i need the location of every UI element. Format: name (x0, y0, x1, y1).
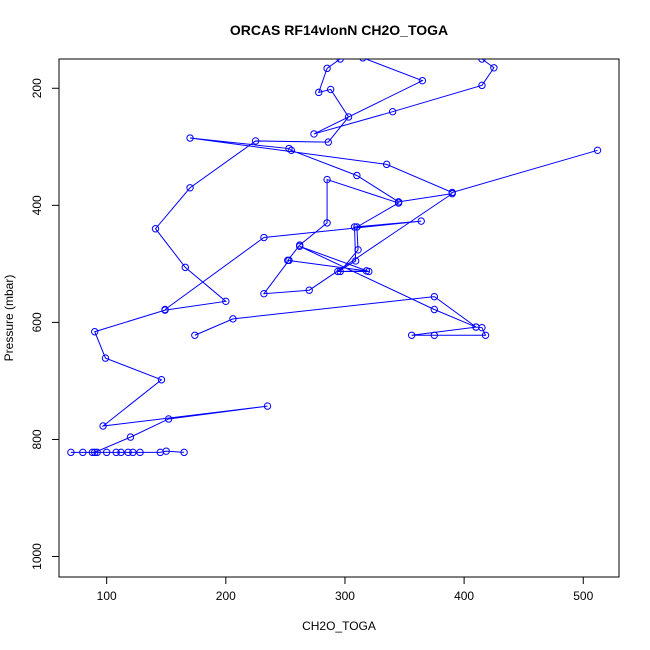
x-tick-label: 300 (335, 589, 355, 603)
data-point (129, 448, 137, 457)
data-point (91, 328, 99, 336)
data-point (295, 241, 304, 249)
data-point (285, 256, 293, 265)
data-point (180, 448, 188, 457)
y-axis-label: Pressure (mbar) (2, 275, 16, 362)
series-1 (67, 59, 498, 457)
x-tick-label: 500 (573, 589, 593, 603)
data-point (430, 331, 439, 339)
data-point (336, 59, 344, 63)
data-point (164, 415, 173, 423)
y-tick-label: 1000 (30, 543, 44, 570)
data-point (478, 81, 486, 90)
data-point (260, 290, 268, 298)
y-tick-label: 600 (30, 312, 44, 332)
data-point (99, 422, 107, 430)
data-point (326, 85, 335, 94)
data-point (156, 448, 164, 457)
series-line (189, 137, 598, 295)
data-point (157, 376, 166, 384)
series-layer (67, 59, 602, 457)
y-tick-label: 800 (30, 429, 44, 449)
data-point (251, 137, 260, 145)
data-point (388, 107, 397, 116)
data-point (593, 146, 602, 155)
data-point (136, 448, 144, 457)
data-point (285, 144, 293, 153)
x-axis: 100 200 300 400 500 (97, 577, 594, 603)
data-point (222, 297, 230, 306)
data-point (79, 448, 87, 457)
data-point (353, 223, 361, 231)
data-point (191, 331, 199, 339)
data-point (310, 130, 318, 138)
data-point (472, 323, 480, 331)
y-tick-label: 400 (30, 195, 44, 215)
data-point (126, 433, 135, 441)
data-point (362, 267, 371, 275)
data-point (305, 286, 313, 294)
data-point (430, 305, 439, 314)
data-point (344, 113, 353, 121)
data-point (323, 64, 331, 73)
data-point (430, 292, 439, 301)
y-axis: 200 400 600 800 1000 (30, 78, 59, 570)
data-point (418, 76, 427, 85)
x-axis-label: CH2O_TOGA (302, 619, 376, 633)
data-point (359, 59, 367, 62)
data-point (324, 138, 332, 146)
data-point (91, 448, 99, 457)
data-point (490, 64, 498, 72)
data-point (323, 175, 331, 184)
data-point (186, 134, 194, 142)
data-point (394, 198, 403, 206)
data-point (323, 219, 331, 227)
data-point (478, 59, 486, 63)
series-3 (186, 134, 602, 298)
data-point (112, 448, 120, 457)
x-tick-label: 400 (454, 589, 474, 603)
data-point (102, 448, 111, 457)
data-point (186, 184, 194, 192)
chart-title: ORCAS RF14vlonN CH2O_TOGA (230, 22, 448, 38)
data-point (93, 448, 101, 457)
data-point (382, 160, 391, 169)
data-point (101, 354, 110, 362)
data-point (287, 146, 296, 155)
data-point (124, 448, 132, 457)
data-point (117, 448, 125, 457)
data-point (417, 217, 425, 225)
data-point (334, 267, 342, 276)
series-line (70, 59, 495, 453)
x-tick-label: 200 (216, 589, 236, 603)
data-point (67, 448, 75, 457)
data-point (407, 331, 416, 339)
y-tick-label: 200 (30, 78, 44, 98)
x-tick-label: 100 (97, 589, 117, 603)
data-point (229, 315, 237, 323)
data-point (353, 171, 361, 180)
data-point (88, 448, 97, 457)
data-point (161, 305, 169, 314)
data-point (181, 263, 190, 272)
data-point (481, 331, 490, 339)
data-point (354, 246, 362, 254)
data-point (350, 223, 359, 231)
data-point (315, 88, 323, 97)
plot-frame (58, 58, 620, 578)
data-point (263, 402, 272, 410)
data-point (260, 233, 268, 242)
data-point (151, 225, 160, 233)
data-point (448, 189, 456, 198)
